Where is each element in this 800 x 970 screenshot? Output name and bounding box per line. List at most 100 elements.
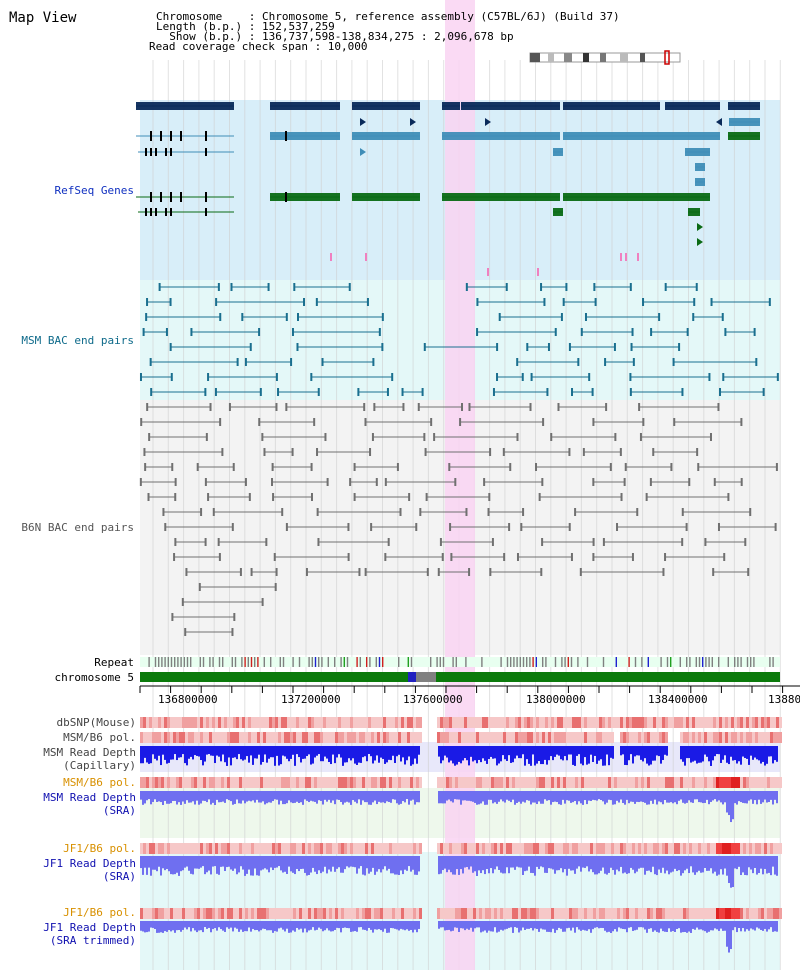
track-label-msm-depth-sra[interactable]: MSM Read Depth (SRA) [43,791,136,817]
heat-cell [401,777,404,788]
bac-end [150,388,153,396]
bac-end [207,493,210,501]
bac-end [554,328,557,336]
heat-cell [536,732,539,743]
depth-bar [174,746,176,755]
depth-bar [190,856,192,874]
heat-cell [413,732,416,743]
heat-cell [752,777,755,788]
axis-tick-label: 138400000 [648,693,708,706]
repeat-mark [586,657,589,667]
heat-cell [290,732,293,743]
depth-bar [252,791,254,801]
track-label-refseq[interactable]: RefSeq Genes [54,184,134,197]
bac-end [604,358,607,366]
heat-cell [773,908,776,919]
depth-bar [230,856,232,870]
track-label-dbsnp[interactable]: dbSNP(Mouse) [56,716,136,729]
track-label-jf1-b6-pol[interactable]: JF1/B6 pol. [63,842,136,855]
heat-cell [653,717,656,728]
depth-bar [682,791,684,803]
bac-end [614,433,617,441]
heat-cell [308,843,311,854]
track-label-jf1-b6-pol-trimmed[interactable]: JF1/B6 pol. [63,906,136,919]
depth-bar [290,921,292,933]
depth-bar [682,921,684,933]
bac-end [582,448,585,456]
depth-bar [262,791,264,802]
heat-cell [263,843,266,854]
depth-bar [310,856,312,873]
depth-bar [242,921,244,932]
heat-cell [398,777,401,788]
depth-bar [268,746,270,759]
heat-cell [755,732,758,743]
depth-bar [468,791,470,801]
repeat-mark [695,657,697,667]
heat-cell [197,717,200,728]
depth-bar [676,856,678,872]
depth-bar [658,921,660,933]
depth-bar [282,746,284,756]
depth-bar [396,746,398,757]
track-label-msm-depth-capillary[interactable]: MSM Read Depth (Capillary) [43,746,136,772]
depth-bar [186,746,188,766]
depth-bar [486,791,488,805]
track-label-jf1-depth-sra[interactable]: JF1 Read Depth (SRA) [43,857,136,883]
depth-bar [456,791,458,800]
depth-bar [376,791,378,805]
bac-end [579,568,582,576]
depth-bar [464,746,466,759]
depth-bar [546,746,548,765]
depth-bar [678,921,680,929]
heat-cell [503,908,506,919]
selection-highlight [445,0,475,970]
depth-bar [626,746,628,766]
track-label-repeat[interactable]: Repeat [94,656,134,669]
bac-end [347,553,350,561]
bac-end [267,283,270,291]
heat-cell [653,908,656,919]
heat-cell [362,717,365,728]
track-label-msm-b6-pol-sra[interactable]: MSM/B6 pol. [63,776,136,789]
track-label-jf1-depth-trimmed[interactable]: JF1 Read Depth (SRA trimmed) [43,921,136,947]
heat-cell [338,717,341,728]
depth-bar [694,791,696,800]
heat-cell [620,908,623,919]
depth-bar [306,921,308,933]
bac-end [489,448,492,456]
depth-bar [472,856,474,873]
depth-bar [374,921,376,930]
depth-bar [344,746,346,763]
heat-cell [176,732,179,743]
track-label-msm-b6-pol-capillary[interactable]: MSM/B6 pol. [63,731,136,744]
depth-bar [292,856,294,873]
heat-cell [479,777,482,788]
depth-bar [770,791,772,800]
depth-bar [392,921,394,929]
depth-bar [590,856,592,870]
heat-cell [347,843,350,854]
depth-bar [410,856,412,872]
heat-cell [191,908,194,919]
depth-bar [558,791,560,805]
depth-bar [316,856,318,875]
track-label-msm-bac[interactable]: MSM BAC end pairs [21,334,134,347]
track-label-b6n-bac[interactable]: B6N BAC end pairs [21,521,134,534]
heat-cell [533,732,536,743]
depth-bar [306,856,308,876]
depth-bar [636,746,638,756]
heat-cell [374,732,377,743]
heat-cell [617,908,620,919]
heat-cell [197,732,200,743]
depth-bar [744,856,746,875]
depth-bar [518,746,520,759]
heat-cell [686,732,689,743]
heat-cell [176,908,179,919]
heat-cell [707,908,710,919]
depth-bar [234,791,236,804]
depth-bar [238,921,240,932]
bac-end [673,418,676,426]
heat-cell [347,732,350,743]
